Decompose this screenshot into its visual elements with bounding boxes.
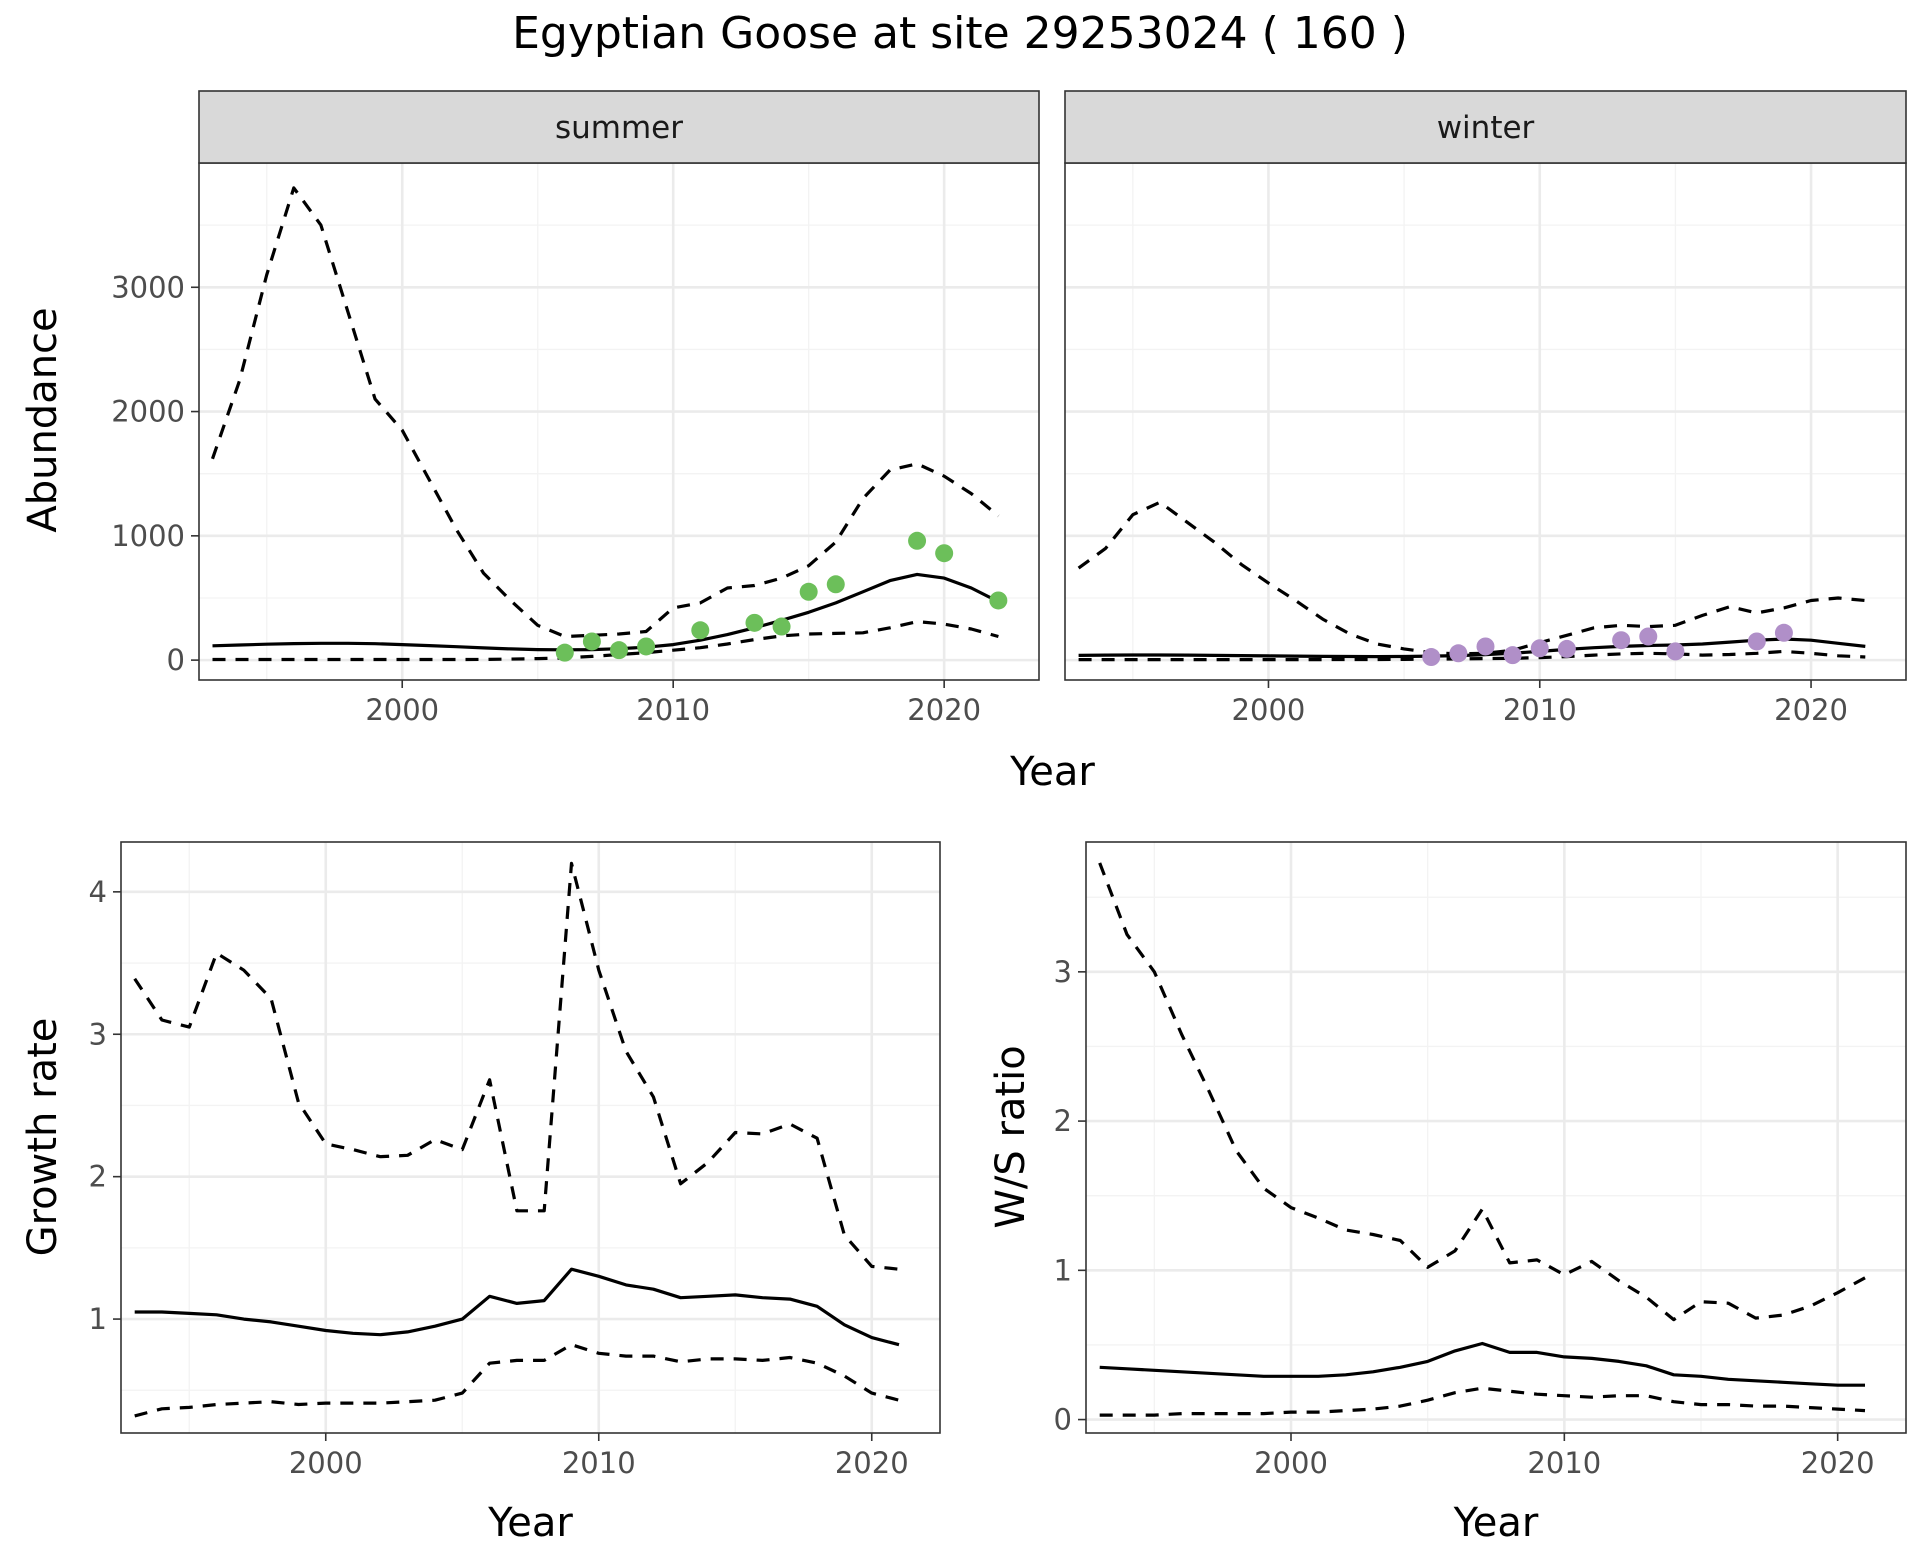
y-tick-label: 1 <box>89 1302 107 1336</box>
data-point <box>908 531 927 550</box>
y-tick-label: 2000 <box>111 395 185 429</box>
y-tick-label: 3000 <box>111 270 185 304</box>
data-point <box>1666 642 1685 661</box>
y-axis-title: Abundance <box>20 307 66 532</box>
data-point <box>1476 637 1495 656</box>
facet-strip <box>1064 90 1907 164</box>
series-line-upper-bound <box>210 186 1000 639</box>
panel-background <box>1086 842 1906 1433</box>
x-tick-label: 2010 <box>1527 1446 1601 1480</box>
data-point <box>610 641 628 660</box>
data-point <box>1774 623 1793 642</box>
data-point <box>745 613 764 632</box>
data-point <box>691 621 710 640</box>
plots: summer 2000 2010 2020 0 1000 2000 3000 Abundance… <box>20 90 1907 1546</box>
series-line-lower-bound <box>212 620 999 662</box>
panel-growth: 2000 2010 2020 1 2 3 4 Growth rate <box>20 841 941 1480</box>
panel-border <box>1085 841 1907 1434</box>
x-tick-label: 2020 <box>1801 1446 1875 1480</box>
series-line-estimate <box>134 1267 900 1347</box>
panel-summer: summer 2000 2010 2020 0 1000 2000 3000 Abundance <box>20 90 1040 727</box>
y-tick-label: 3 <box>1054 955 1072 989</box>
data-point <box>772 617 791 636</box>
x-tick-label: 2010 <box>562 1446 636 1480</box>
y-tick-label: 4 <box>89 875 107 909</box>
x-axis-title: Year <box>487 1500 573 1546</box>
y-tick-label: 0 <box>167 643 185 677</box>
x-tick-label: 2020 <box>907 693 981 727</box>
series-line-upper-bound <box>1098 862 1866 1322</box>
panel-ratio: 2000 2010 2020 0 1 2 3 W/S ratio <box>988 841 1907 1480</box>
data-point <box>1557 639 1576 658</box>
data-point <box>637 637 656 656</box>
y-tick-label: 1 <box>1054 1253 1072 1287</box>
facet-strip-label: summer <box>555 110 683 146</box>
x-tick-label: 2000 <box>365 693 439 727</box>
panel-border <box>120 841 941 1434</box>
x-tick-label: 2010 <box>636 693 710 727</box>
data-point <box>1422 648 1441 667</box>
data-point <box>1612 631 1631 650</box>
series-line-estimate <box>1078 637 1866 659</box>
y-tick-label: 2 <box>1054 1104 1072 1138</box>
data-point <box>1449 644 1468 663</box>
data-point <box>1503 646 1522 665</box>
figure-title: Egyptian Goose at site 29253024 ( 160 ) <box>512 8 1408 59</box>
x-tick-label: 2000 <box>1254 1446 1328 1480</box>
series-line-lower-bound <box>1078 649 1866 662</box>
x-tick-label: 2020 <box>1774 693 1848 727</box>
data-point <box>935 544 954 563</box>
x-tick-label: 2000 <box>289 1446 363 1480</box>
facet-strip-label: winter <box>1437 110 1535 146</box>
y-axis-title: Growth rate <box>20 1018 66 1257</box>
data-point <box>799 582 818 601</box>
data-point <box>1747 632 1766 651</box>
x-tick-label: 2010 <box>1503 693 1577 727</box>
y-tick-label: 3 <box>89 1017 107 1051</box>
series-line-estimate <box>1099 1341 1865 1387</box>
series-line-lower-bound <box>134 1343 900 1418</box>
data-point <box>582 632 601 651</box>
data-point <box>1530 639 1549 658</box>
data-point <box>1639 627 1658 646</box>
series-line-lower-bound <box>1099 1386 1866 1417</box>
panel-background <box>121 842 940 1433</box>
y-axis-title: W/S ratio <box>988 1045 1034 1228</box>
data-point <box>555 643 574 662</box>
facet-strip <box>198 90 1040 164</box>
y-tick-label: 2 <box>89 1160 107 1194</box>
series-line-upper-bound <box>133 861 900 1271</box>
x-axis-title: Year <box>1009 749 1095 795</box>
y-tick-label: 1000 <box>111 519 185 553</box>
series-line-estimate <box>212 572 1000 652</box>
y-tick-label: 0 <box>1054 1403 1072 1437</box>
x-tick-label: 2000 <box>1232 693 1306 727</box>
panel-background <box>1065 163 1906 680</box>
data-point <box>989 591 1008 610</box>
x-axis-title: Year <box>1453 1500 1539 1546</box>
panel-winter: winter 2000 2010 2020 <box>1064 90 1907 727</box>
x-tick-label: 2020 <box>835 1446 909 1480</box>
data-point <box>826 575 845 594</box>
panel-background <box>199 163 1039 680</box>
